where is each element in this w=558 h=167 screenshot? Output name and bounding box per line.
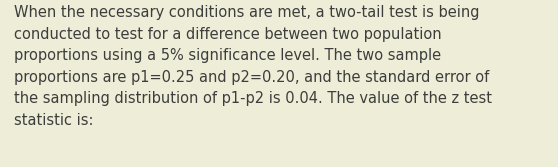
Text: When the necessary conditions are met, a two-tail test is being
conducted to tes: When the necessary conditions are met, a… xyxy=(14,5,492,128)
